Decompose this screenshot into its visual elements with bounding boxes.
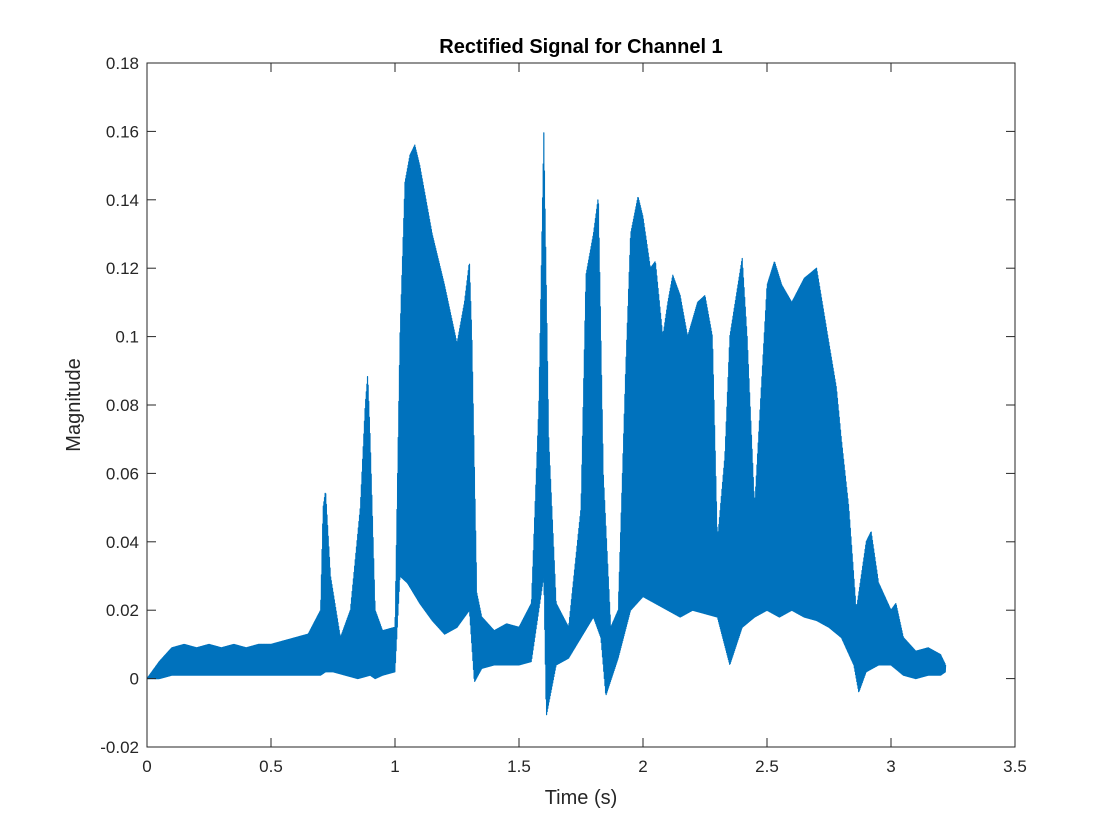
y-axis-label: Magnitude <box>63 358 85 451</box>
y-tick-label: 0.16 <box>106 122 139 141</box>
chart-title: Rectified Signal for Channel 1 <box>439 36 722 58</box>
y-tick-label: -0.02 <box>100 738 139 757</box>
y-tick-labels: -0.02 0 0.02 0.04 0.06 0.08 0.1 0.12 0.14 0.16 0.1… <box>100 54 139 757</box>
x-tick-label: 2 <box>638 757 647 776</box>
x-tick-label: 3 <box>886 757 895 776</box>
y-tick-label: 0.06 <box>106 464 139 483</box>
x-tick-labels: 0 0.5 1 1.5 2 2.5 3 3.5 <box>142 757 1027 776</box>
x-tick-label: 0 <box>142 757 151 776</box>
y-tick-label: 0.04 <box>106 533 139 552</box>
x-tick-label: 1 <box>390 757 399 776</box>
x-tick-label: 1.5 <box>507 757 531 776</box>
x-tick-label: 2.5 <box>755 757 779 776</box>
y-tick-label: 0.1 <box>115 328 139 347</box>
signal-layer <box>146 132 947 716</box>
x-axis-label: Time (s) <box>545 787 618 809</box>
y-tick-label: 0.02 <box>106 601 139 620</box>
plot-frame <box>146 62 1016 748</box>
y-tick-label: 0.18 <box>106 54 139 73</box>
y-tick-label: 0.08 <box>106 396 139 415</box>
y-tick-label: 0 <box>130 670 139 689</box>
signal-series-line <box>146 132 947 716</box>
y-tick-label: 0.12 <box>106 259 139 278</box>
y-tick-label: 0.14 <box>106 191 139 210</box>
x-tick-label: 3.5 <box>1003 757 1027 776</box>
x-tick-label: 0.5 <box>259 757 283 776</box>
